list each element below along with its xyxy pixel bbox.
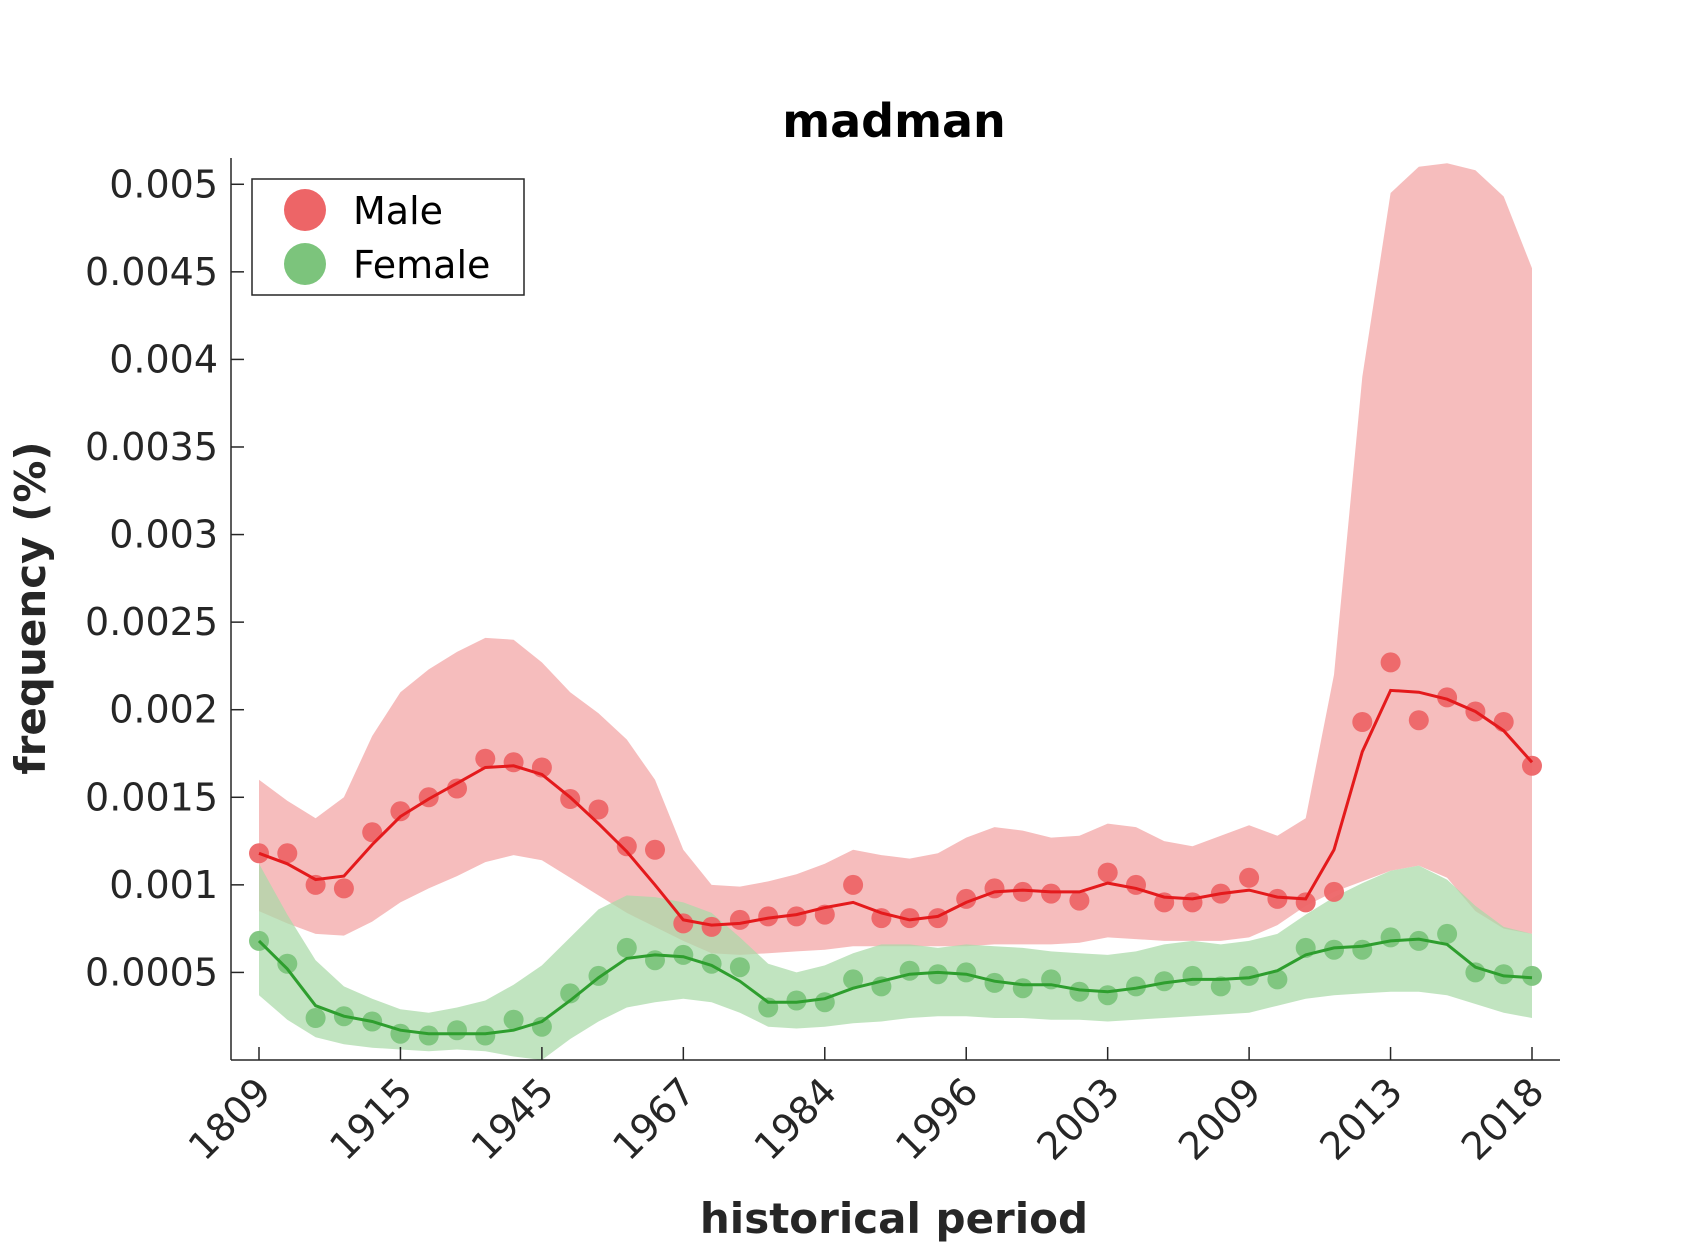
x-tick-label: 1984 <box>746 1069 846 1169</box>
male-point <box>616 836 637 857</box>
female-point <box>1267 969 1288 990</box>
y-tick-label: 0.0005 <box>85 950 218 994</box>
female-point <box>1182 965 1203 986</box>
female-point <box>1437 923 1458 944</box>
y-tick-label: 0.002 <box>109 688 218 732</box>
male-point <box>588 799 609 820</box>
female-point <box>843 969 864 990</box>
female-point <box>956 962 977 983</box>
female-point <box>616 937 637 958</box>
x-tick-label: 2009 <box>1170 1069 1270 1169</box>
y-axis-label: frequency (%) <box>6 441 55 774</box>
y-tick-label: 0.001 <box>109 863 218 907</box>
x-tick-label: 1945 <box>463 1069 563 1169</box>
male-point <box>673 913 694 934</box>
male-trend-line <box>258 688 1534 927</box>
female-point <box>475 1025 496 1046</box>
male-point <box>1522 755 1542 776</box>
x-tick-label: 1967 <box>604 1069 704 1169</box>
female-point <box>1408 930 1429 951</box>
male-point <box>1408 710 1429 731</box>
female-point <box>418 1025 439 1046</box>
chart-title: madman <box>782 94 1006 148</box>
female-point <box>786 990 807 1011</box>
male-point <box>1380 652 1401 673</box>
female-point <box>1069 981 1090 1002</box>
male-point <box>1324 881 1344 902</box>
male-point <box>701 916 722 937</box>
male-point <box>277 843 298 864</box>
male-point <box>1295 892 1316 913</box>
female-point <box>1493 964 1514 985</box>
x-tick-label: 1915 <box>321 1069 421 1169</box>
female-point <box>1097 985 1118 1006</box>
x-tick-label: 2013 <box>1311 1069 1411 1169</box>
legend-label-male: Male <box>353 189 443 233</box>
male-point <box>1267 888 1288 909</box>
legend-marker-female <box>284 243 326 285</box>
female-point <box>1012 978 1033 999</box>
male-point <box>390 801 411 822</box>
y-tick-label: 0.0035 <box>85 425 218 469</box>
male-point <box>1182 892 1203 913</box>
y-tick-label: 0.004 <box>109 337 218 381</box>
female-point <box>503 1009 524 1030</box>
female-point <box>1126 976 1146 997</box>
male-point <box>1012 881 1033 902</box>
female-point <box>1324 939 1344 960</box>
male-point <box>1041 883 1062 904</box>
y-tick-label: 0.005 <box>109 162 218 206</box>
male-point <box>1069 890 1090 911</box>
y-tick-label: 0.0045 <box>85 250 218 294</box>
female-point <box>729 957 750 978</box>
female-point <box>927 964 948 985</box>
female-confidence-band <box>259 863 1532 1060</box>
legend: Male Female <box>251 178 525 296</box>
male-point <box>899 908 920 929</box>
female-point <box>899 960 920 981</box>
female-trend-line <box>257 937 1533 1036</box>
male-point <box>447 778 467 799</box>
female-point <box>1154 971 1175 992</box>
female-point <box>1380 927 1401 948</box>
male-point <box>1097 862 1118 883</box>
x-tick-label: 1996 <box>887 1069 987 1169</box>
female-point <box>447 1020 467 1041</box>
female-point <box>1352 939 1373 960</box>
female-point <box>1522 965 1542 986</box>
female-point <box>673 944 694 965</box>
male-point <box>645 839 665 860</box>
plot-area <box>249 163 1542 1060</box>
male-point <box>1239 867 1260 888</box>
female-point <box>560 983 581 1004</box>
male-point <box>362 822 383 843</box>
female-point <box>277 953 298 974</box>
male-point <box>843 874 864 895</box>
female-point <box>305 1008 326 1028</box>
legend-marker-male <box>284 189 326 231</box>
male-point <box>1352 712 1373 732</box>
legend-label-female: Female <box>353 243 490 287</box>
y-tick-label: 0.003 <box>109 513 218 557</box>
y-tick-label: 0.0025 <box>85 600 218 644</box>
male-point <box>333 878 354 899</box>
female-point <box>1239 965 1260 986</box>
female-point <box>645 950 665 971</box>
x-axis-label: historical period <box>700 1194 1088 1243</box>
x-tick-label: 1809 <box>180 1069 280 1169</box>
x-tick-label: 2018 <box>1453 1069 1553 1169</box>
female-point <box>1210 976 1231 997</box>
x-tick-label: 2003 <box>1029 1069 1129 1169</box>
male-point <box>786 906 807 927</box>
male-point <box>758 906 779 927</box>
female-point <box>984 972 1005 993</box>
male-confidence-band <box>259 163 1532 955</box>
male-point <box>729 909 750 930</box>
y-tick-label: 0.0015 <box>85 775 218 819</box>
male-point <box>475 748 496 769</box>
